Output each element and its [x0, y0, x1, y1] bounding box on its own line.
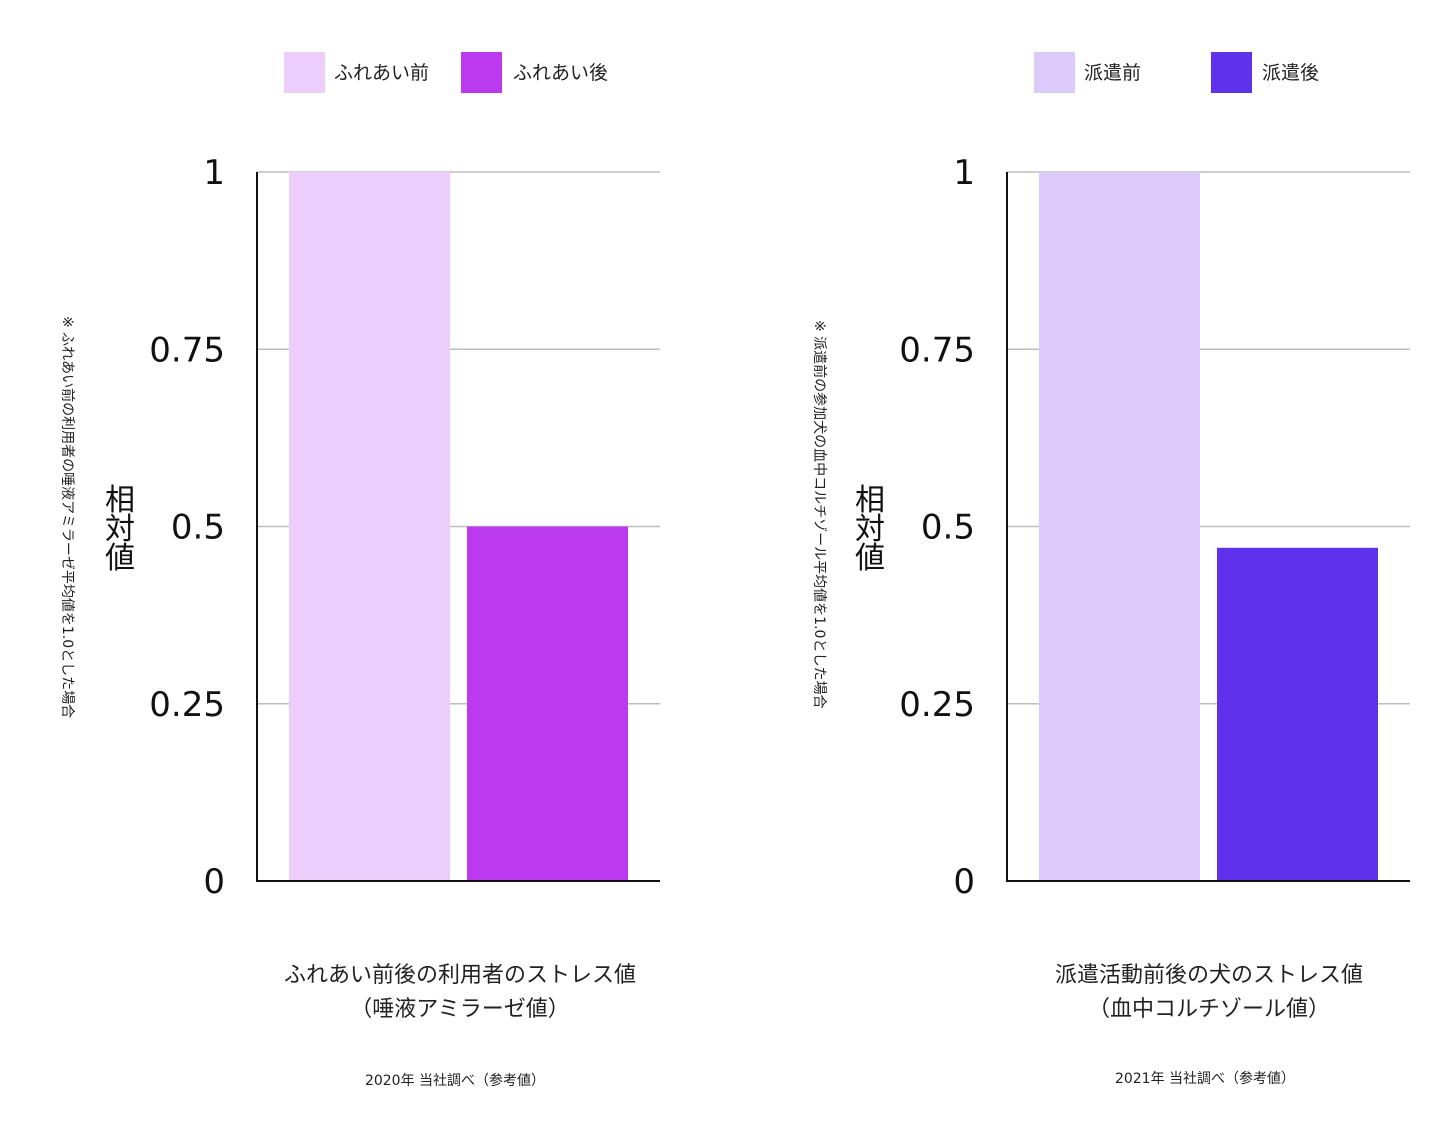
axis-note: ※ ふれあい前の利用者の唾液アミラーゼ平均値を1.0とした場合	[59, 316, 76, 718]
legend-label: ふれあい前	[334, 62, 429, 84]
source-note: 2020年 当社調べ（参考値）	[365, 1072, 545, 1089]
bar	[289, 172, 450, 881]
legend-swatch	[461, 52, 502, 93]
x-axis-caption: 派遣活動前後の犬のストレス値	[1055, 963, 1363, 988]
y-tick-label: 0	[203, 862, 225, 902]
y-tick-label: 0.25	[899, 685, 975, 725]
legend-swatch	[1211, 52, 1252, 93]
legend-swatch	[284, 52, 325, 93]
legend-label: 派遣前	[1084, 62, 1141, 84]
y-tick-label: 0.25	[149, 685, 225, 725]
x-axis-caption: ふれあい前後の利用者のストレス値	[284, 963, 636, 988]
legend-swatch	[1034, 52, 1075, 93]
axis-note: ※ 派遣前の参加犬の血中コルチゾール平均値を1.0とした場合	[811, 320, 828, 708]
bar	[467, 526, 628, 881]
x-axis-caption: （血中コルチゾール値）	[1088, 997, 1330, 1022]
legend-label: 派遣後	[1262, 62, 1319, 84]
y-tick-label: 0	[953, 862, 975, 902]
y-tick-label: 0.5	[921, 508, 975, 548]
y-tick-label: 0.75	[149, 330, 225, 370]
y-axis-label: 相対値	[105, 483, 135, 576]
y-tick-label: 0.5	[171, 508, 225, 548]
bar	[1217, 547, 1378, 881]
y-tick-label: 0.75	[899, 330, 975, 370]
y-axis-label: 相対値	[855, 483, 885, 576]
legend-label: ふれあい後	[513, 62, 608, 84]
y-tick-label: 1	[203, 153, 225, 193]
bar	[1039, 172, 1200, 881]
x-axis-caption: （唾液アミラーゼ値）	[350, 997, 570, 1022]
source-note: 2021年 当社調べ（参考値）	[1115, 1070, 1295, 1087]
y-tick-label: 1	[953, 153, 975, 193]
